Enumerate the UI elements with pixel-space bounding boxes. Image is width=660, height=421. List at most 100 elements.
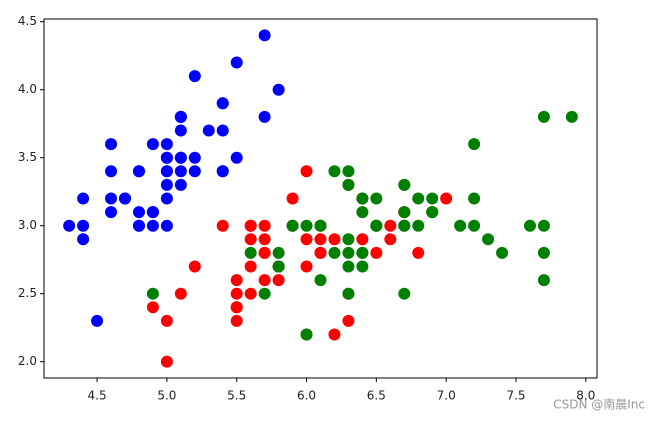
point <box>244 219 257 232</box>
point <box>314 219 327 232</box>
point <box>160 165 173 178</box>
point <box>272 260 285 273</box>
point <box>314 233 327 246</box>
point <box>370 246 383 259</box>
point <box>412 219 425 232</box>
point <box>188 70 201 83</box>
point <box>370 219 383 232</box>
point <box>160 355 173 368</box>
y-tick-label: 3.5 <box>18 150 37 164</box>
point <box>174 178 187 191</box>
point <box>468 192 481 205</box>
point <box>244 260 257 273</box>
point <box>454 219 467 232</box>
point <box>188 165 201 178</box>
point <box>328 246 341 259</box>
point <box>537 246 550 259</box>
point <box>300 328 313 341</box>
point <box>258 274 271 287</box>
point <box>412 246 425 259</box>
point <box>356 260 369 273</box>
point <box>286 219 299 232</box>
point <box>482 233 495 246</box>
point <box>174 151 187 164</box>
point <box>328 165 341 178</box>
point <box>398 178 411 191</box>
x-tick-label: 6.0 <box>297 389 316 403</box>
point <box>384 219 397 232</box>
point <box>132 165 145 178</box>
point <box>356 246 369 259</box>
point <box>258 246 271 259</box>
point <box>105 206 118 219</box>
point <box>230 301 243 314</box>
point <box>356 192 369 205</box>
point <box>188 260 201 273</box>
point <box>146 301 159 314</box>
point <box>398 219 411 232</box>
point <box>272 83 285 96</box>
point <box>342 314 355 327</box>
point <box>244 287 257 300</box>
point <box>258 233 271 246</box>
point <box>328 328 341 341</box>
point <box>398 206 411 219</box>
point <box>118 192 131 205</box>
point <box>258 29 271 42</box>
point <box>300 260 313 273</box>
point <box>160 219 173 232</box>
point <box>384 233 397 246</box>
point <box>258 219 271 232</box>
point <box>356 233 369 246</box>
point <box>174 165 187 178</box>
point <box>105 138 118 151</box>
point <box>230 274 243 287</box>
point <box>77 233 90 246</box>
point <box>230 287 243 300</box>
point <box>537 274 550 287</box>
point <box>216 124 229 137</box>
point <box>300 165 313 178</box>
point <box>356 206 369 219</box>
y-tick-label: 2.0 <box>18 354 37 368</box>
point <box>146 219 159 232</box>
point <box>468 219 481 232</box>
x-tick-label: 7.5 <box>506 389 525 403</box>
point <box>105 192 118 205</box>
point <box>314 246 327 259</box>
point <box>202 124 215 137</box>
point <box>244 233 257 246</box>
point <box>342 246 355 259</box>
x-tick-label: 6.5 <box>367 389 386 403</box>
point <box>398 287 411 300</box>
point <box>188 151 201 164</box>
y-tick-label: 3.0 <box>18 218 37 232</box>
point <box>286 192 299 205</box>
point <box>328 233 341 246</box>
point <box>537 110 550 123</box>
point <box>174 124 187 137</box>
x-tick-label: 4.5 <box>88 389 107 403</box>
point <box>342 260 355 273</box>
point <box>244 246 257 259</box>
point <box>523 219 536 232</box>
point <box>300 233 313 246</box>
point <box>63 219 76 232</box>
point <box>565 110 578 123</box>
point <box>272 246 285 259</box>
point <box>105 165 118 178</box>
point <box>132 219 145 232</box>
x-tick-label: 7.0 <box>437 389 456 403</box>
point <box>160 192 173 205</box>
point <box>174 110 187 123</box>
point <box>342 287 355 300</box>
point <box>412 192 425 205</box>
point <box>146 206 159 219</box>
point <box>314 274 327 287</box>
point <box>230 56 243 69</box>
y-tick-label: 2.5 <box>18 286 37 300</box>
point <box>174 287 187 300</box>
point <box>537 219 550 232</box>
y-tick-label: 4.5 <box>18 14 37 28</box>
